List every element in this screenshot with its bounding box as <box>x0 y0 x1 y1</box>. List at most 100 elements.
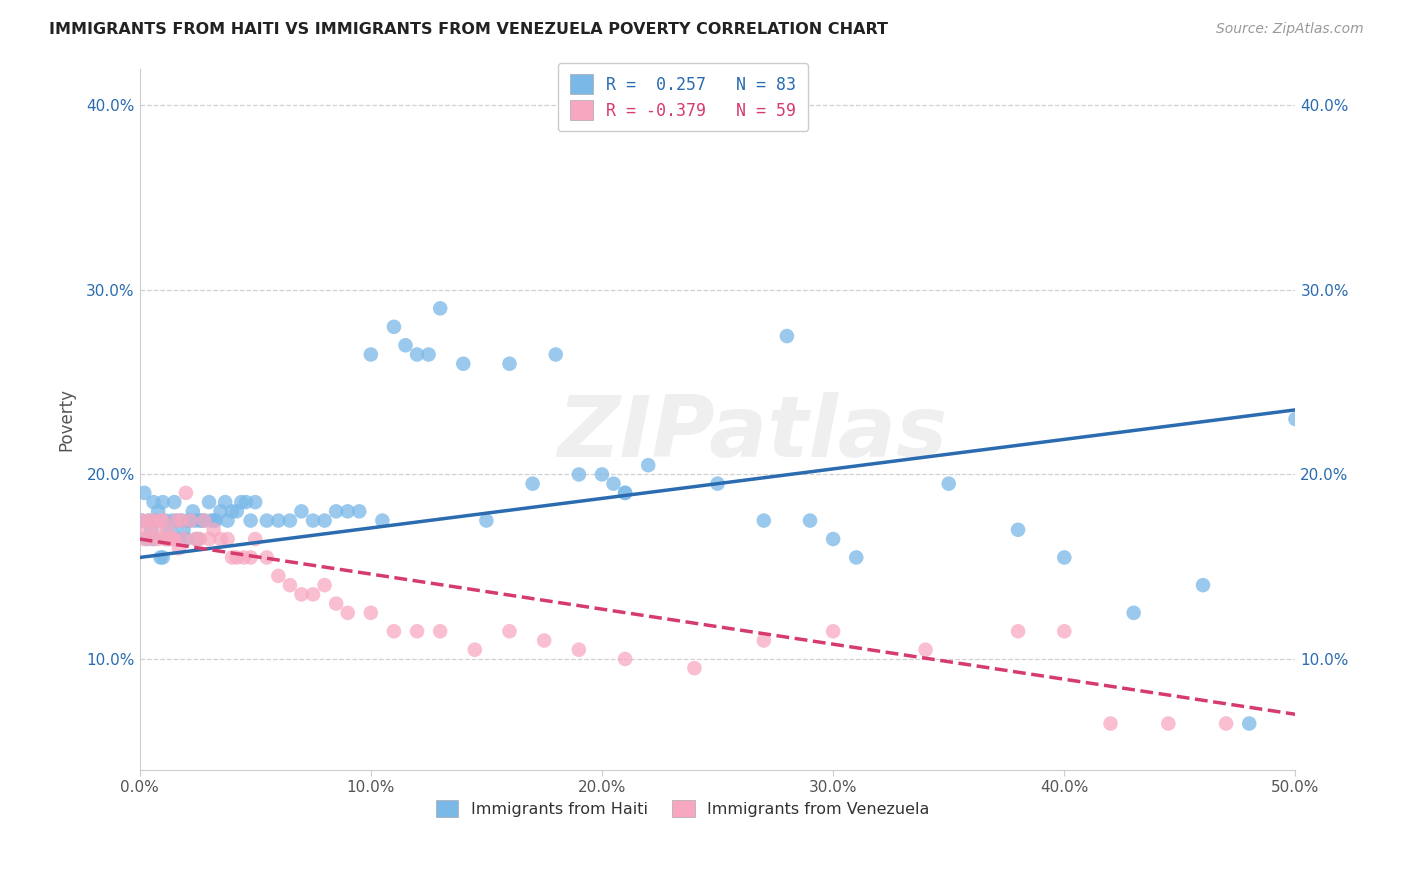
Point <box>533 633 555 648</box>
Point <box>142 495 165 509</box>
Point <box>614 652 637 666</box>
Point <box>382 319 405 334</box>
Point <box>163 495 186 509</box>
Point <box>429 301 451 316</box>
Point <box>200 514 222 528</box>
Point <box>290 587 312 601</box>
Point <box>205 514 228 528</box>
Text: ZIPatlas: ZIPatlas <box>557 392 948 475</box>
Point <box>170 514 193 528</box>
Point <box>131 514 153 528</box>
Point <box>167 532 190 546</box>
Point <box>1215 716 1237 731</box>
Point <box>170 514 193 528</box>
Point <box>239 550 262 565</box>
Point <box>371 514 394 528</box>
Point <box>823 532 845 546</box>
Point <box>314 578 336 592</box>
Point <box>153 514 176 528</box>
Point <box>267 569 290 583</box>
Point <box>231 495 253 509</box>
Point <box>591 467 613 482</box>
Point <box>602 476 624 491</box>
Point <box>138 514 160 528</box>
Point <box>325 504 347 518</box>
Point <box>131 514 153 528</box>
Point <box>141 532 163 546</box>
Point <box>1007 523 1029 537</box>
Point <box>232 550 254 565</box>
Point <box>152 514 174 528</box>
Point <box>544 347 567 361</box>
Point <box>453 357 475 371</box>
Point <box>1053 550 1076 565</box>
Text: Source: ZipAtlas.com: Source: ZipAtlas.com <box>1216 22 1364 37</box>
Point <box>406 624 429 639</box>
Point <box>217 514 239 528</box>
Point <box>235 495 257 509</box>
Point <box>163 532 186 546</box>
Point <box>225 550 247 565</box>
Point <box>134 532 156 546</box>
Point <box>159 523 181 537</box>
Point <box>217 532 239 546</box>
Point <box>290 504 312 518</box>
Point <box>159 532 181 546</box>
Point <box>278 514 301 528</box>
Point <box>179 514 201 528</box>
Point <box>142 532 165 546</box>
Legend: Immigrants from Haiti, Immigrants from Venezuela: Immigrants from Haiti, Immigrants from V… <box>427 792 938 825</box>
Point <box>1192 578 1215 592</box>
Point <box>174 532 197 546</box>
Point <box>1099 716 1122 731</box>
Point <box>198 495 221 509</box>
Point <box>614 486 637 500</box>
Point <box>418 347 440 361</box>
Point <box>522 476 544 491</box>
Point <box>221 504 243 518</box>
Point <box>349 504 371 518</box>
Point <box>149 550 172 565</box>
Point <box>134 486 156 500</box>
Point <box>325 597 347 611</box>
Point <box>191 514 214 528</box>
Point <box>1053 624 1076 639</box>
Point <box>193 514 215 528</box>
Point <box>138 514 160 528</box>
Point <box>245 495 267 509</box>
Point <box>198 532 221 546</box>
Point <box>160 532 183 546</box>
Point <box>214 495 236 509</box>
Point <box>406 347 429 361</box>
Point <box>914 642 936 657</box>
Point <box>193 514 215 528</box>
Point <box>498 357 520 371</box>
Point <box>174 486 197 500</box>
Point <box>160 514 183 528</box>
Point <box>156 532 179 546</box>
Text: IMMIGRANTS FROM HAITI VS IMMIGRANTS FROM VENEZUELA POVERTY CORRELATION CHART: IMMIGRANTS FROM HAITI VS IMMIGRANTS FROM… <box>49 22 889 37</box>
Point <box>799 514 821 528</box>
Point <box>141 523 163 537</box>
Point <box>256 550 278 565</box>
Point <box>568 642 591 657</box>
Point <box>146 504 169 518</box>
Point <box>752 633 775 648</box>
Point <box>156 523 179 537</box>
Y-axis label: Poverty: Poverty <box>58 388 75 450</box>
Point <box>1284 412 1306 426</box>
Point <box>637 458 659 473</box>
Point <box>568 467 591 482</box>
Point <box>184 532 207 546</box>
Point <box>614 486 637 500</box>
Point <box>202 523 225 537</box>
Point <box>245 532 267 546</box>
Point <box>188 514 211 528</box>
Point <box>429 624 451 639</box>
Point <box>1007 624 1029 639</box>
Point <box>394 338 416 352</box>
Point <box>938 476 960 491</box>
Point <box>823 624 845 639</box>
Point <box>177 514 200 528</box>
Point <box>1237 716 1260 731</box>
